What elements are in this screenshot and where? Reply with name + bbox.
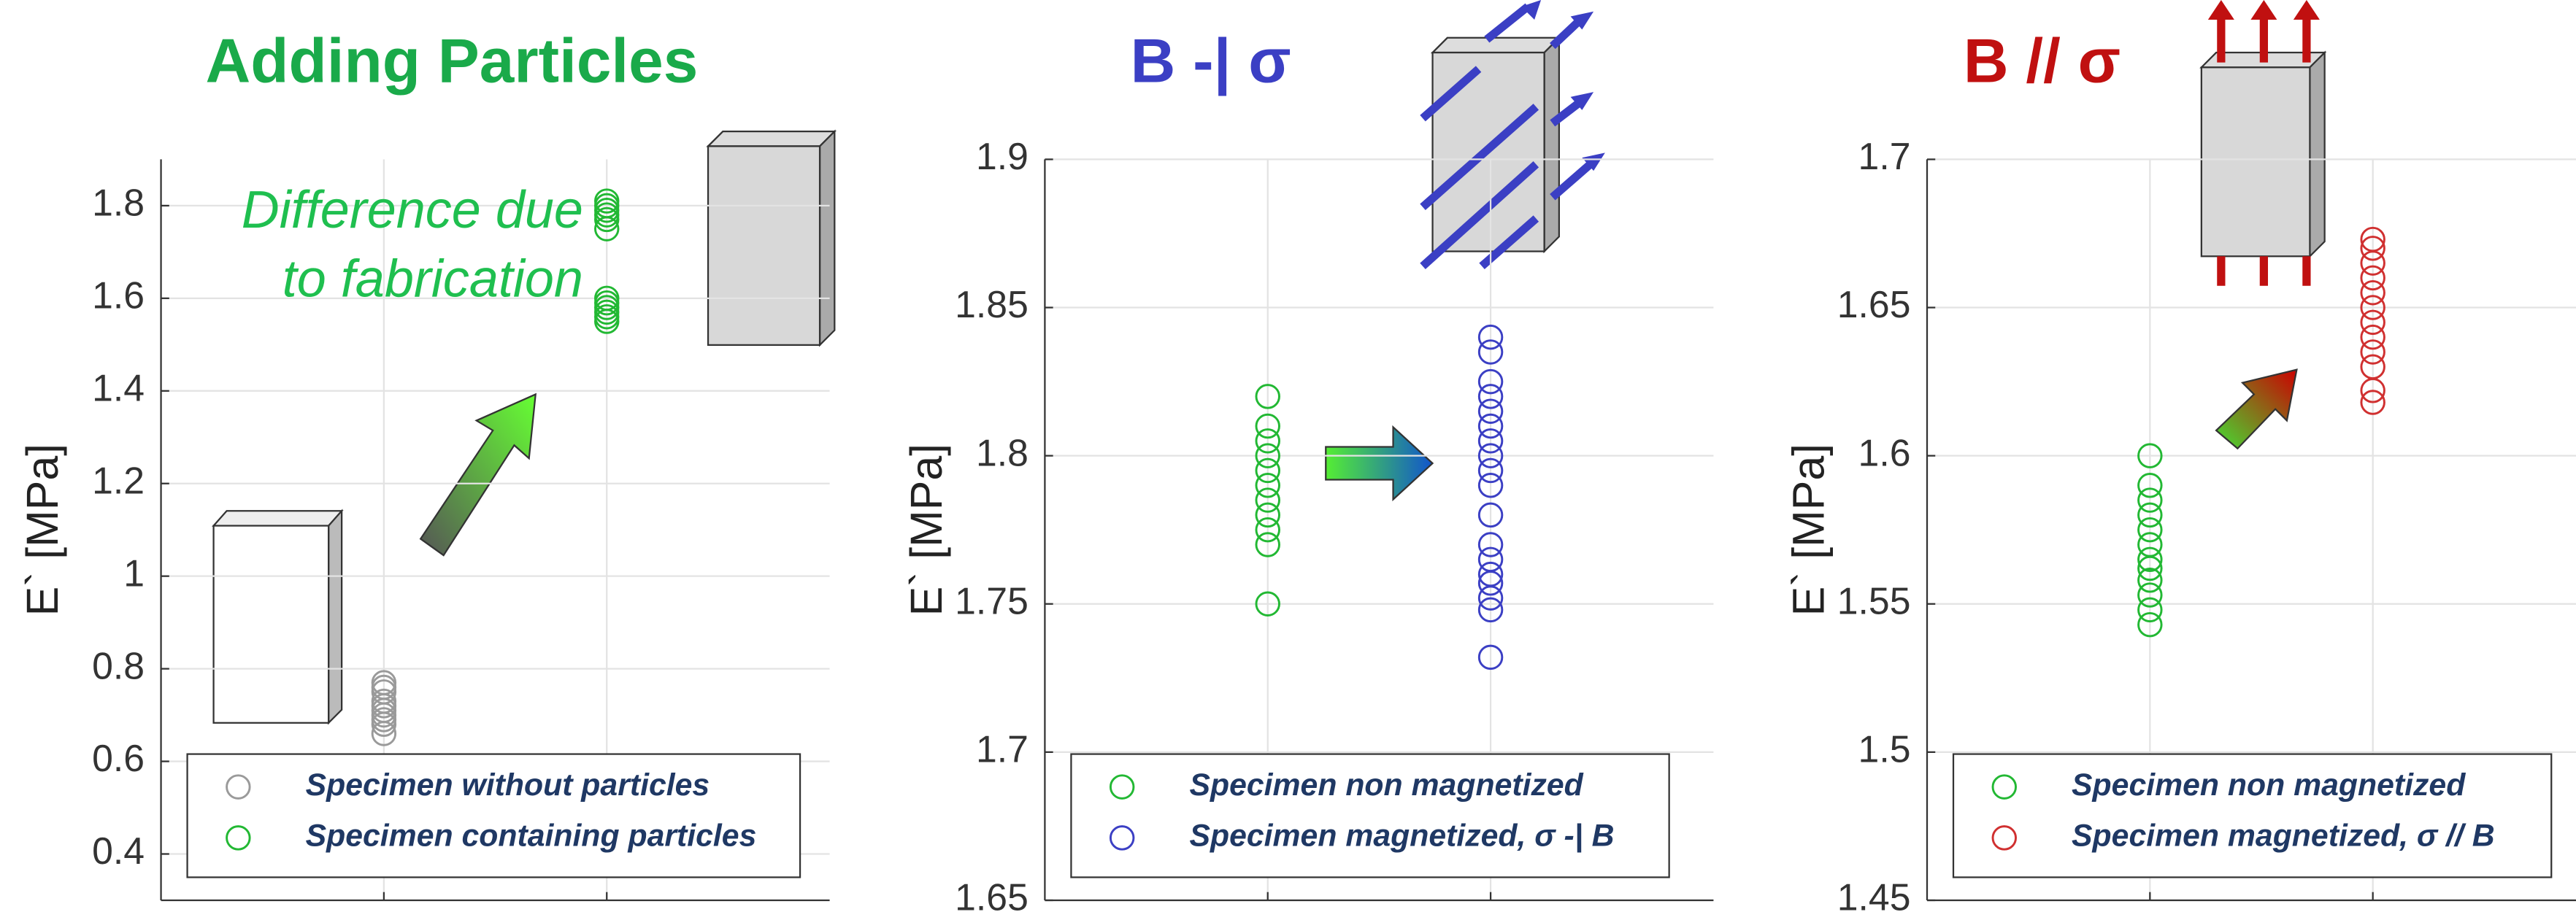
legend-label: Specimen non magnetized <box>1189 768 1583 803</box>
y-tick-label: 1.65 <box>955 876 1029 919</box>
y-tick-label: 1.6 <box>1858 431 1911 473</box>
legend-label: Specimen non magnetized <box>2072 768 2466 803</box>
figure: Adding Particles 0.4 0.6 0.8 1 1.2 1.4 1.6 1.8 E`… <box>0 0 2576 920</box>
y-tick-label: 1.85 <box>955 283 1029 325</box>
legend-label: Specimen containing particles <box>306 819 757 854</box>
annotation: to fabrication <box>282 250 583 308</box>
y-tick-label: 1.2 <box>92 459 145 501</box>
y-tick-label: 0.8 <box>92 644 145 687</box>
chart-title: B // σ <box>1964 27 2121 96</box>
y-tick-label: 1.65 <box>1837 283 1911 325</box>
y-tick-label: 0.6 <box>92 737 145 779</box>
y-tick-label: 0.4 <box>92 830 145 872</box>
y-axis-label: E` [MPa] <box>1784 444 1834 616</box>
y-axis-label: E` [MPa] <box>18 444 67 616</box>
chart-title: B -| σ <box>1131 27 1291 96</box>
y-tick-label: 1.8 <box>976 431 1029 473</box>
page: Adding Particles 0.4 0.6 0.8 1 1.2 1.4 1.6 1.8 E`… <box>0 0 2576 920</box>
legend-label: Specimen without particles <box>306 768 710 803</box>
y-tick-label: 1.7 <box>1858 135 1911 177</box>
panel: B // σ 1.45 1.5 1.55 1.6 1.65 1.7 E` [MPa] Speci… <box>1784 27 2576 919</box>
y-tick-label: 1.6 <box>92 274 145 317</box>
y-axis-label: E` [MPa] <box>901 444 951 616</box>
legend-label: Specimen magnetized, σ // B <box>2072 819 2495 854</box>
chart-title: Adding Particles <box>206 27 699 96</box>
y-tick-label: 1.8 <box>92 182 145 224</box>
y-tick-label: 1.55 <box>1837 579 1911 622</box>
legend-label: Specimen magnetized, σ -| B <box>1189 819 1614 854</box>
y-tick-label: 1.9 <box>976 135 1029 177</box>
y-tick-label: 1 <box>123 552 145 594</box>
annotation: Difference due <box>242 181 583 239</box>
y-tick-label: 1.75 <box>955 579 1029 622</box>
y-tick-label: 1.45 <box>1837 876 1911 919</box>
y-tick-label: 1.7 <box>976 728 1029 770</box>
y-tick-label: 1.5 <box>1858 728 1911 770</box>
y-tick-label: 1.4 <box>92 366 145 409</box>
